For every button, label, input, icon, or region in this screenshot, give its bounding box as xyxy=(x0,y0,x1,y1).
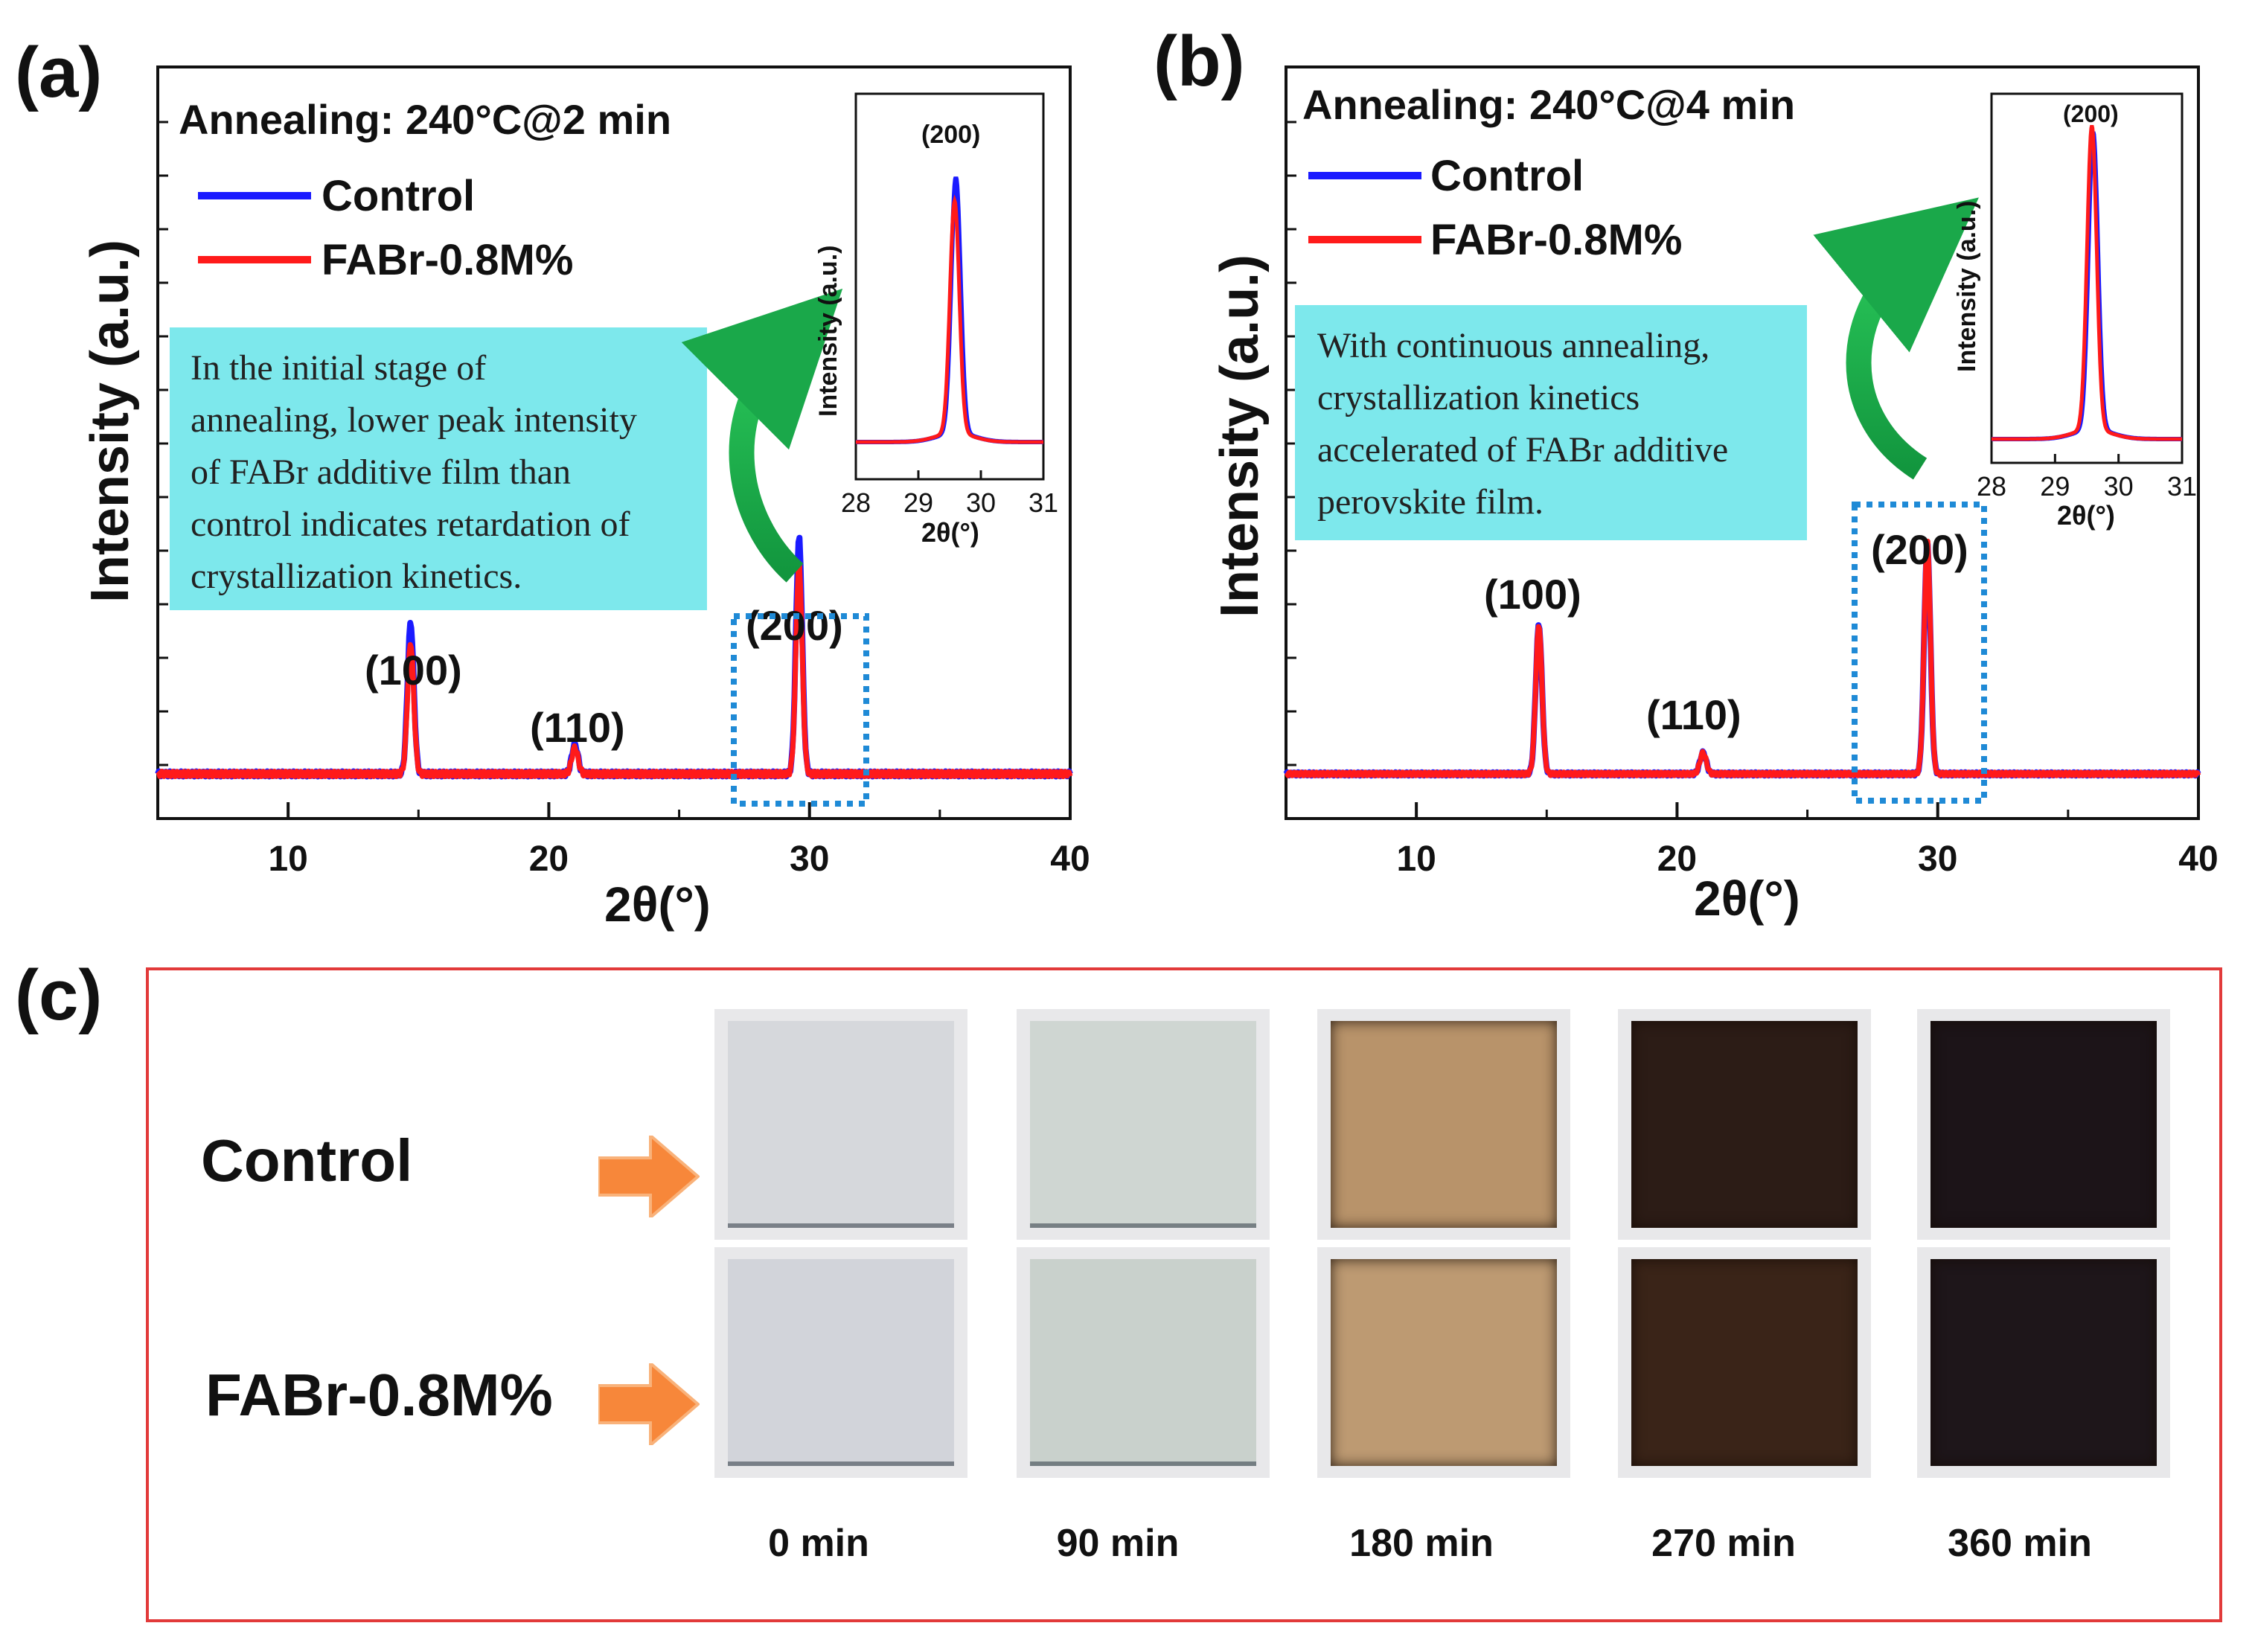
sample-frame-r0-c0 xyxy=(714,1009,967,1240)
x-tick-label-b-2: 30 xyxy=(1918,839,1957,879)
orange-arrow-control xyxy=(598,1136,700,1217)
y-axis-label-b: Intensity (a.u.) xyxy=(1210,254,1270,618)
inset-series-line-b-1 xyxy=(1992,124,2182,441)
row-label-control: Control xyxy=(201,1127,413,1194)
inset-label-a: (200) xyxy=(921,121,980,149)
legend-label-control-b: Control xyxy=(1430,152,1584,200)
green-arrow-b xyxy=(1813,197,1979,480)
time-label-1: 90 min xyxy=(1056,1522,1180,1565)
inset-ylabel-a: Intensity (a.u.) xyxy=(814,246,842,417)
peak-label-200-a: (200) xyxy=(746,602,843,649)
inset-b: (200) 28 29 30 31 2θ(°) Intensity (a.u.) xyxy=(1953,92,2197,531)
sample-frame-r0-c4 xyxy=(1917,1009,2170,1240)
chart-b: 10 20 30 40 Annealing: 240°C@4 min Control … xyxy=(1210,65,2219,926)
inset-x-tick-label-b-1: 29 xyxy=(2040,471,2070,502)
legend-label-fabr-b: FABr-0.8M% xyxy=(1430,216,1682,264)
x-tick-label-b-3: 40 xyxy=(2178,839,2218,879)
annotation-text-b: With continuous annealing, crystallizati… xyxy=(1317,326,1737,522)
inset-ticks-b: 28 29 30 31 xyxy=(1977,454,2197,502)
sample-film-r0-c0 xyxy=(728,1021,954,1228)
x-ticks-a: 10 20 30 40 xyxy=(156,802,1090,879)
series-line-a-1 xyxy=(156,563,1073,779)
inset-series-line-a-1 xyxy=(856,194,1043,444)
series-line-b-0 xyxy=(1283,541,2201,779)
x-tick-label-a-1: 20 xyxy=(529,839,569,879)
panel-label-c: (c) xyxy=(15,955,102,1035)
sample-frame-r1-c3 xyxy=(1618,1247,1871,1478)
sample-film-r0-c1 xyxy=(1030,1021,1256,1228)
peak-label-100-a: (100) xyxy=(365,647,462,694)
sample-frame-r1-c0 xyxy=(714,1247,967,1478)
x-tick-label-b-1: 20 xyxy=(1657,839,1697,879)
chart-a: 10 20 30 40 Annealing: 240°C@2 min Control … xyxy=(80,65,1090,932)
sample-film-r1-c2 xyxy=(1331,1259,1557,1466)
inset-x-tick-label-a-3: 31 xyxy=(1029,487,1058,518)
annotation-box-b xyxy=(1295,305,1807,540)
inset-xlabel-a: 2θ(°) xyxy=(921,517,979,548)
y-ticks-a xyxy=(158,121,168,766)
inset-x-tick-label-a-2: 30 xyxy=(966,487,996,518)
x-tick-label-a-3: 40 xyxy=(1050,839,1090,879)
annotation-box-a xyxy=(170,327,707,610)
inset-a: (200) 28 29 30 31 2θ(°) Intensity (a.u.) xyxy=(814,92,1058,548)
inset-series-b xyxy=(1992,124,2182,441)
sample-film-r0-c3 xyxy=(1631,1021,1858,1228)
inset-x-tick-label-a-0: 28 xyxy=(841,487,871,518)
sample-frame-r1-c4 xyxy=(1917,1247,2170,1478)
sample-frame-r1-c1 xyxy=(1017,1247,1270,1478)
inset-x-tick-label-a-1: 29 xyxy=(903,487,933,518)
x-tick-label-a-2: 30 xyxy=(790,839,829,879)
time-label-0: 0 min xyxy=(768,1522,869,1565)
peak-label-110-b: (110) xyxy=(1646,691,1741,738)
panel-c-frame: Control FABr-0.8M% 0 min 90 min 180 min … xyxy=(146,967,2222,1622)
inset-ticks-a: 28 29 30 31 xyxy=(841,470,1058,518)
sample-film-r1-c3 xyxy=(1631,1259,1858,1466)
sample-frame-r0-c2 xyxy=(1317,1009,1570,1240)
peak-label-200-b: (200) xyxy=(1871,526,1968,573)
peak-label-100-b: (100) xyxy=(1484,571,1581,618)
inset-x-tick-label-b-0: 28 xyxy=(1977,471,2006,502)
series-group-a xyxy=(155,534,1073,780)
y-axis-label-a: Intensity (a.u.) xyxy=(80,240,140,603)
sample-film-r0-c4 xyxy=(1930,1021,2157,1228)
sample-frame-r1-c2 xyxy=(1317,1247,1570,1478)
sample-frame-r0-c3 xyxy=(1618,1009,1871,1240)
inset-x-tick-label-b-2: 30 xyxy=(2104,471,2134,502)
highlight-box-a xyxy=(731,613,869,807)
x-tick-label-a-0: 10 xyxy=(268,839,307,879)
sample-film-r1-c0 xyxy=(728,1259,954,1466)
y-ticks-b xyxy=(1286,121,1296,766)
sample-frame-r0-c1 xyxy=(1017,1009,1270,1240)
chart-title-b: Annealing: 240°C@4 min xyxy=(1302,81,1795,128)
series-line-b-1 xyxy=(1284,538,2201,778)
panel-label-b: (b) xyxy=(1154,22,1245,101)
panel-label-a: (a) xyxy=(15,33,102,112)
inset-series-a xyxy=(856,176,1043,444)
sample-film-r1-c4 xyxy=(1930,1259,2157,1466)
legend-label-control-a: Control xyxy=(322,172,475,220)
inset-xlabel-b: 2θ(°) xyxy=(2057,500,2115,531)
legend-label-fabr-a: FABr-0.8M% xyxy=(322,236,573,284)
sample-film-r0-c2 xyxy=(1331,1021,1557,1228)
green-arrow-a xyxy=(681,288,843,583)
orange-arrow-fabr xyxy=(598,1363,700,1445)
sample-film-r1-c1 xyxy=(1030,1259,1256,1466)
annotation-text-a: In the initial stage of annealing, lower… xyxy=(191,348,646,596)
x-tick-label-b-0: 10 xyxy=(1396,839,1436,879)
x-ticks-b: 10 20 30 40 xyxy=(1285,802,2219,879)
highlight-box-b xyxy=(1852,502,1987,804)
chart-title-a: Annealing: 240°C@2 min xyxy=(179,96,671,143)
inset-ylabel-b: Intensity (a.u.) xyxy=(1953,201,1981,372)
series-group-b xyxy=(1283,538,2201,779)
row-label-fabr: FABr-0.8M% xyxy=(205,1362,553,1428)
x-axis-label-b: 2θ(°) xyxy=(1694,871,1800,926)
time-label-4: 360 min xyxy=(1948,1522,2092,1565)
x-axis-label-a: 2θ(°) xyxy=(604,877,711,932)
time-label-3: 270 min xyxy=(1651,1522,1796,1565)
inset-x-tick-label-b-3: 31 xyxy=(2167,471,2197,502)
time-label-2: 180 min xyxy=(1349,1522,1494,1565)
peak-label-110-a: (110) xyxy=(530,704,625,751)
inset-label-b: (200) xyxy=(2063,100,2119,127)
